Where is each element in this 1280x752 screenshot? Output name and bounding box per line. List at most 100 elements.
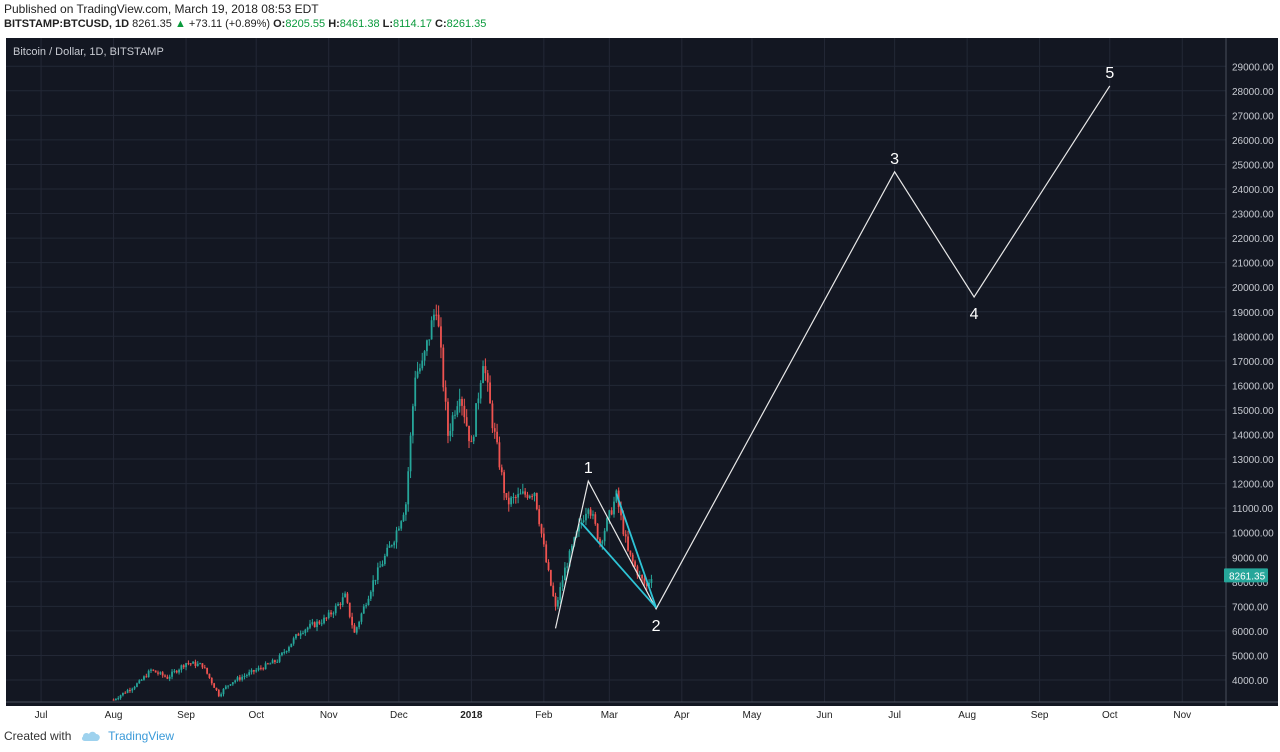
current-price-label: 8261.35 bbox=[1229, 571, 1266, 582]
candle-body bbox=[115, 699, 117, 701]
x-tick-label: Aug bbox=[105, 710, 123, 721]
candle-body bbox=[192, 661, 194, 664]
candle-body bbox=[601, 541, 604, 544]
candle-body bbox=[297, 634, 300, 636]
candle-body bbox=[262, 668, 265, 670]
candle-body bbox=[388, 545, 391, 548]
footer: Created with TradingView bbox=[4, 729, 174, 743]
candle-body bbox=[175, 670, 178, 673]
candle-body bbox=[306, 627, 309, 630]
wave-label-2: 2 bbox=[652, 618, 661, 635]
x-tick-label: Nov bbox=[1173, 710, 1191, 721]
high-value: 8461.38 bbox=[339, 18, 380, 30]
y-tick-label: 16000.00 bbox=[1232, 381, 1274, 392]
candle-body bbox=[379, 566, 382, 568]
candle-body bbox=[374, 579, 377, 581]
candle-body bbox=[250, 670, 253, 673]
tradingview-brand[interactable]: TradingView bbox=[108, 729, 175, 743]
candle-body bbox=[564, 567, 566, 581]
published-line: Published on TradingView.com, March 19, … bbox=[4, 2, 319, 16]
candle-body bbox=[189, 663, 192, 665]
candle-body bbox=[213, 683, 216, 688]
candle-body bbox=[159, 672, 162, 674]
candle-body bbox=[437, 314, 440, 327]
close-label: C: bbox=[435, 18, 447, 30]
y-tick-label: 25000.00 bbox=[1232, 160, 1274, 171]
x-tick-label: Jun bbox=[816, 710, 832, 721]
candle-body bbox=[521, 491, 524, 494]
current-price-tag bbox=[1224, 568, 1268, 583]
candle-body bbox=[358, 621, 361, 628]
candle-body bbox=[610, 510, 613, 515]
candle-body bbox=[571, 545, 573, 551]
y-tick-label: 23000.00 bbox=[1232, 210, 1274, 221]
candle-body bbox=[365, 605, 368, 607]
candle-body bbox=[491, 403, 494, 429]
candle-body bbox=[145, 676, 148, 678]
candle-body bbox=[325, 617, 328, 619]
x-tick-label: Sep bbox=[177, 710, 195, 721]
candle-body bbox=[505, 492, 508, 498]
candle-body bbox=[330, 612, 332, 615]
candle-body bbox=[383, 555, 386, 565]
candle-body bbox=[241, 676, 244, 680]
candle-body bbox=[409, 435, 412, 472]
candle-body bbox=[519, 493, 522, 495]
candle-body bbox=[318, 621, 321, 624]
y-axis[interactable]: 4000.00 5000.00 6000.00 7000.00 8000.00 9000.… bbox=[1224, 38, 1274, 706]
candle-body bbox=[421, 360, 424, 369]
candle-body bbox=[423, 351, 426, 361]
chart-svg[interactable]: 1 2 3 4 5 4000.00 5000.00 6000.00 7000.00 8000.0… bbox=[0, 36, 1280, 722]
candle-body bbox=[390, 545, 393, 547]
candle-body bbox=[433, 314, 435, 321]
candle-body bbox=[428, 339, 431, 341]
candle-body bbox=[157, 672, 159, 674]
candle-body bbox=[503, 472, 506, 493]
open-label: O: bbox=[273, 18, 286, 30]
candle-body bbox=[638, 575, 641, 577]
candle-body bbox=[468, 425, 470, 442]
candle-body bbox=[386, 547, 389, 556]
y-tick-label: 15000.00 bbox=[1232, 406, 1274, 417]
y-tick-label: 22000.00 bbox=[1232, 234, 1274, 245]
wedge-trendline bbox=[580, 522, 657, 609]
y-tick-label: 18000.00 bbox=[1232, 332, 1274, 343]
candle-body bbox=[585, 513, 587, 521]
candle-body bbox=[554, 596, 557, 607]
candle-body bbox=[594, 514, 597, 524]
candle-body bbox=[348, 602, 351, 617]
candle-body bbox=[556, 600, 559, 607]
candle-body bbox=[274, 660, 276, 663]
candle-body bbox=[238, 677, 241, 680]
y-tick-label: 19000.00 bbox=[1232, 308, 1274, 319]
candle-body bbox=[402, 514, 405, 522]
chart-area[interactable]: 1 2 3 4 5 4000.00 5000.00 6000.00 7000.00 8000.0… bbox=[0, 36, 1280, 722]
close-value: 8261.35 bbox=[446, 18, 487, 30]
candle-body bbox=[283, 651, 286, 653]
chart-title: Bitcoin / Dollar, 1D, BITSTAMP bbox=[13, 46, 164, 58]
created-with-label: Created with bbox=[4, 729, 72, 743]
candle-body bbox=[372, 580, 375, 592]
candle-body bbox=[535, 493, 538, 510]
candle-body bbox=[236, 677, 239, 681]
candle-body bbox=[180, 665, 183, 670]
candle-body bbox=[257, 667, 260, 670]
x-tick-label: Aug bbox=[958, 710, 976, 721]
candle-body bbox=[337, 603, 339, 606]
candle-body bbox=[489, 382, 491, 404]
x-tick-label: Feb bbox=[535, 710, 553, 721]
x-axis[interactable]: Jul Aug Sep Oct Nov Dec 2018 Feb Mar Apr May Jun Jul… bbox=[6, 701, 1278, 721]
candle-body bbox=[613, 501, 615, 515]
candle-body bbox=[206, 667, 209, 674]
candle-body bbox=[533, 493, 536, 497]
candle-body bbox=[351, 616, 353, 626]
candle-body bbox=[547, 562, 550, 571]
y-tick-label: 12000.00 bbox=[1232, 480, 1274, 491]
candle-body bbox=[122, 692, 124, 696]
chart-background bbox=[6, 38, 1278, 706]
candle-body bbox=[526, 494, 529, 498]
candle-body bbox=[362, 606, 365, 614]
candle-body bbox=[531, 495, 534, 497]
candle-body bbox=[138, 680, 141, 684]
candle-body bbox=[339, 603, 342, 605]
